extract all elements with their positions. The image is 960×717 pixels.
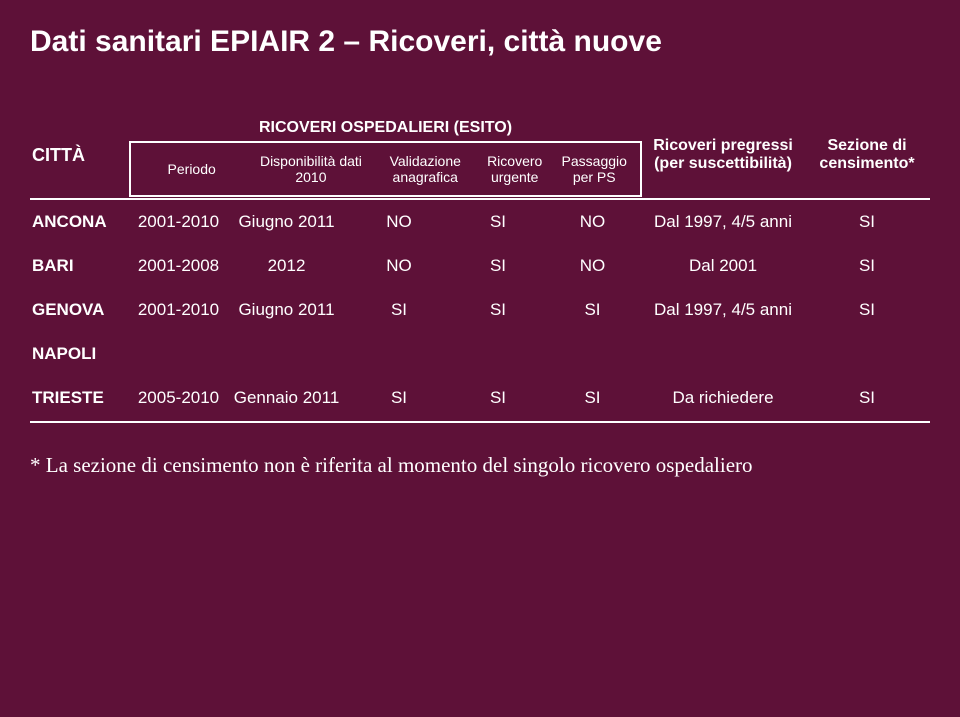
cell-city: TRIESTE	[30, 376, 129, 420]
col-header-periodo: Periodo	[137, 153, 246, 185]
cell-pregressi: Da richiedere	[642, 376, 804, 420]
table-row: BARI 2001-2008 2012 NO SI NO Dal 2001 SI	[30, 244, 930, 288]
cell-city: GENOVA	[30, 288, 129, 332]
slide-title: Dati sanitari EPIAIR 2 – Ricoveri, città…	[30, 25, 930, 59]
cell-sezione: SI	[804, 376, 930, 420]
col-header-passaggio: Passaggio per PS	[554, 153, 634, 185]
cell-passaggio	[543, 332, 642, 376]
cell-passaggio: NO	[543, 244, 642, 288]
cell-passaggio: SI	[543, 376, 642, 420]
cell-disponibilita: Giugno 2011	[228, 199, 345, 244]
cell-sezione	[804, 332, 930, 376]
data-table: CITTÀ RICOVERI OSPEDALIERI (ESITO) Perio…	[30, 119, 930, 423]
cell-city: ANCONA	[30, 199, 129, 244]
cell-disponibilita: Giugno 2011	[228, 288, 345, 332]
cell-validazione: SI	[345, 288, 453, 332]
cell-pregressi: Dal 2001	[642, 244, 804, 288]
col-header-ricovero: Ricovero urgente	[475, 153, 555, 185]
cell-periodo	[129, 332, 228, 376]
cell-validazione: NO	[345, 199, 453, 244]
band-header: RICOVERI OSPEDALIERI (ESITO)	[129, 119, 642, 141]
col-header-pregressi: Ricoveri pregressi (per suscettibilità)	[642, 119, 804, 197]
cell-city: NAPOLI	[30, 332, 129, 376]
cell-validazione: NO	[345, 244, 453, 288]
cell-pregressi: Dal 1997, 4/5 anni	[642, 199, 804, 244]
col-header-validazione: Validazione anagrafica	[376, 153, 475, 185]
cell-pregressi: Dal 1997, 4/5 anni	[642, 288, 804, 332]
cell-sezione: SI	[804, 199, 930, 244]
footnote: * La sezione di censimento non è riferit…	[30, 453, 930, 478]
table-row: NAPOLI	[30, 332, 930, 376]
cell-validazione	[345, 332, 453, 376]
cell-passaggio: SI	[543, 288, 642, 332]
cell-disponibilita: Gennaio 2011	[228, 376, 345, 420]
table-row: ANCONA 2001-2010 Giugno 2011 NO SI NO Da…	[30, 199, 930, 244]
cell-periodo: 2001-2010	[129, 288, 228, 332]
cell-ricovero: SI	[453, 376, 543, 420]
cell-periodo: 2005-2010	[129, 376, 228, 420]
cell-ricovero: SI	[453, 288, 543, 332]
band-box: Periodo Disponibilità dati 2010 Validazi…	[129, 141, 642, 197]
cell-periodo: 2001-2008	[129, 244, 228, 288]
cell-pregressi	[642, 332, 804, 376]
cell-sezione: SI	[804, 288, 930, 332]
cell-ricovero: SI	[453, 199, 543, 244]
col-header-citta: CITTÀ	[30, 119, 129, 197]
cell-passaggio: NO	[543, 199, 642, 244]
table-row: GENOVA 2001-2010 Giugno 2011 SI SI SI Da…	[30, 288, 930, 332]
cell-ricovero: SI	[453, 244, 543, 288]
cell-periodo: 2001-2010	[129, 199, 228, 244]
cell-validazione: SI	[345, 376, 453, 420]
cell-disponibilita: 2012	[228, 244, 345, 288]
table-row: TRIESTE 2005-2010 Gennaio 2011 SI SI SI …	[30, 376, 930, 420]
cell-ricovero	[453, 332, 543, 376]
cell-disponibilita	[228, 332, 345, 376]
col-header-sezione: Sezione di censimento*	[804, 119, 930, 197]
cell-city: BARI	[30, 244, 129, 288]
cell-sezione: SI	[804, 244, 930, 288]
col-header-disponibilita: Disponibilità dati 2010	[246, 153, 375, 185]
